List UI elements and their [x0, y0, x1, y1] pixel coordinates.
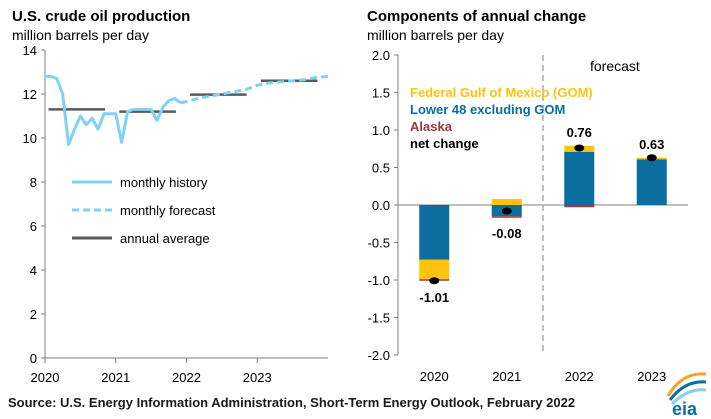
- left-chart-legend: monthly history monthly forecast annual …: [72, 175, 216, 246]
- bar-gom: [491, 199, 522, 205]
- net-change-marker: [574, 144, 585, 152]
- left-y-tick-label: 0: [30, 351, 37, 366]
- left-y-tick-label: 12: [23, 87, 37, 102]
- source-note: Source: U.S. Energy Information Administ…: [8, 395, 575, 410]
- left-y-tick-label: 10: [23, 131, 37, 146]
- left-y-tick-label: 2: [30, 307, 37, 322]
- left-x-tick-label: 2020: [31, 370, 60, 385]
- right-chart-title: Components of annual change: [367, 8, 586, 25]
- left-chart-axes: 0 2 4 6 8 10 12 14 2020 2021 2022 2023: [23, 43, 328, 385]
- legend-alaska-label: Alaska: [410, 119, 453, 134]
- net-change-label: 0.63: [639, 137, 664, 152]
- right-y-tick-label: -2.0: [368, 348, 390, 363]
- left-chart-title: U.S. crude oil production: [12, 8, 190, 25]
- right-y-tick-label: -0.5: [368, 236, 390, 251]
- right-y-tick-label: 2.0: [372, 48, 390, 63]
- bar-gom: [419, 259, 450, 280]
- net-change-label: -0.08: [492, 226, 522, 241]
- right-y-tick-label: 1.5: [372, 86, 390, 101]
- left-x-tick-label: 2022: [172, 370, 201, 385]
- right-x-tick-label: 2023: [637, 369, 666, 384]
- legend-net-label: net change: [410, 136, 479, 151]
- right-y-tick-label: 0.0: [372, 198, 390, 213]
- left-y-tick-label: 4: [30, 263, 37, 278]
- monthly-forecast-line: [180, 74, 329, 105]
- right-x-tick-label: 2020: [420, 369, 449, 384]
- left-y-tick-label: 6: [30, 219, 37, 234]
- right-x-tick-label: 2022: [565, 369, 594, 384]
- net-change-label: 0.76: [567, 125, 592, 140]
- net-change-marker: [429, 277, 440, 285]
- right-y-tick-label: -1.5: [368, 311, 390, 326]
- bar-alaska: [491, 216, 522, 218]
- right-chart-bars: -1.01 -0.08 0.76 0.63: [419, 125, 667, 305]
- left-y-tick-label: 14: [23, 43, 37, 58]
- bar-lower48: [564, 151, 595, 205]
- bar-alaska: [564, 205, 595, 208]
- right-y-tick-label: 0.5: [372, 161, 390, 176]
- forecast-label: forecast: [590, 58, 640, 74]
- eia-logo: eia: [666, 372, 707, 419]
- left-chart-series: [45, 74, 329, 147]
- left-x-tick-label: 2021: [101, 370, 130, 385]
- bar-lower48: [636, 159, 667, 205]
- monthly-history-line: [45, 74, 182, 147]
- bar-lower48: [419, 205, 450, 260]
- legend-annual-label: annual average: [120, 231, 210, 246]
- right-y-tick-label: 1.0: [372, 123, 390, 138]
- legend-forecast-label: monthly forecast: [120, 203, 216, 218]
- net-change-marker: [646, 154, 657, 162]
- left-x-tick-label: 2023: [243, 370, 272, 385]
- left-chart-subtitle: million barrels per day: [12, 27, 149, 43]
- eia-logo-text: eia: [672, 399, 698, 419]
- legend-history-label: monthly history: [120, 175, 208, 190]
- legend-lower48-label: Lower 48 excluding GOM: [410, 102, 565, 117]
- left-y-tick-label: 8: [30, 175, 37, 190]
- right-chart-subtitle: million barrels per day: [367, 27, 504, 43]
- net-change-marker: [501, 207, 512, 215]
- right-y-tick-label: -1.0: [368, 273, 390, 288]
- right-chart-axes: 2.0 1.5 1.0 0.5 0.0 -0.5 -1.0 -1.5 -2.0 2020 2021 2…: [368, 48, 688, 384]
- right-chart-legend: Federal Gulf of Mexico (GOM) Lower 48 ex…: [410, 85, 593, 151]
- legend-gom-label: Federal Gulf of Mexico (GOM): [410, 85, 593, 100]
- net-change-label: -1.01: [419, 290, 449, 305]
- right-x-tick-label: 2021: [492, 369, 521, 384]
